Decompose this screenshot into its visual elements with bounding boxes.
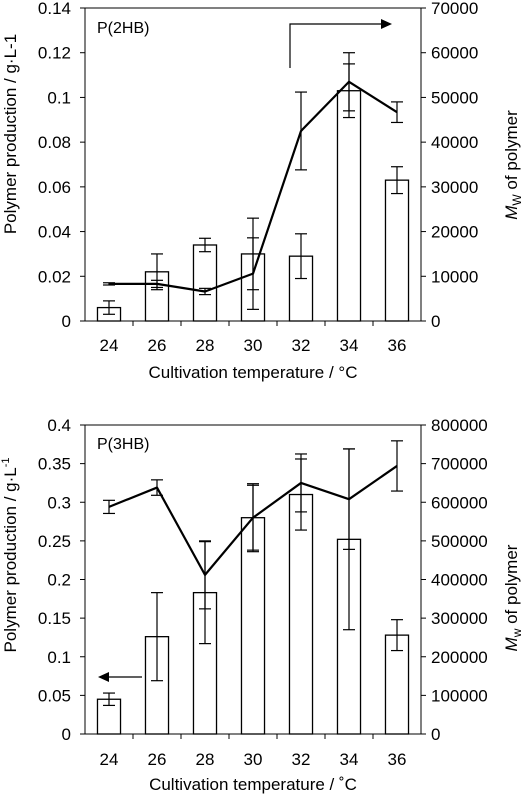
y-left-tick-label: 0.06 <box>38 178 71 197</box>
y-right-tick-label: 50000 <box>431 88 478 107</box>
x-tick-label: 24 <box>100 336 119 355</box>
y-axis-title-right-bottom: Mw of polymer <box>502 544 524 651</box>
x-tick-label: 24 <box>100 750 119 769</box>
arrow-head <box>98 672 109 682</box>
y-left-tick-label: 0 <box>62 312 71 331</box>
mw-rest-bottom: of polymer <box>502 544 521 628</box>
mw-symbol-top: M <box>502 205 521 220</box>
x-tick-label: 28 <box>196 750 215 769</box>
x-ticks-top: 24 26 28 30 32 34 36 <box>100 321 407 355</box>
bar <box>384 179 410 322</box>
y-left-tick-label: 0.4 <box>47 416 71 435</box>
y-left-tick-label: 0.04 <box>38 223 71 242</box>
chart-panel-top: P(2HB) 0 0.02 0.04 0.06 0.08 0.1 0.12 0.14 0 100… <box>1 0 524 382</box>
y-right-tick-label: 40000 <box>431 133 478 152</box>
mw-rest-top: of polymer <box>502 110 521 194</box>
x-tick-label: 30 <box>244 750 263 769</box>
y-left-tick-label: 0.1 <box>47 88 71 107</box>
x-axis-title-bottom: Cultivation temperature / ˚C <box>149 775 357 794</box>
y-left-tick-label: 0 <box>62 725 71 744</box>
x-tick-label: 36 <box>388 750 407 769</box>
x-tick-label: 36 <box>388 336 407 355</box>
y-axis-title-left-bottom: Polymer production / g·L-1 <box>0 458 20 653</box>
y-ticks-right-bottom: 0 100000 200000 300000 400000 500000 600000 700… <box>421 416 488 744</box>
y-right-tick-label: 600000 <box>431 493 488 512</box>
y-left-tick-label: 0.15 <box>38 609 71 628</box>
arrow-shaft <box>289 23 382 68</box>
panel-label-bottom: P(3HB) <box>97 436 149 453</box>
y-right-tick-label: 60000 <box>431 44 478 63</box>
y-left-tick-label: 0.12 <box>38 44 71 63</box>
direction-arrow-top <box>289 19 392 68</box>
panel-label-top: P(2HB) <box>97 20 149 37</box>
chart-panel-bottom: P(3HB) 0 0.05 0.1 0.15 0.2 0.25 0.3 0.35 0.4 0 10… <box>0 416 524 794</box>
y-left-tick-label: 0.14 <box>38 0 71 18</box>
x-tick-label: 28 <box>196 336 215 355</box>
line-top <box>103 52 403 310</box>
x-tick-label: 32 <box>292 336 311 355</box>
y-ticks-left-top: 0 0.02 0.04 0.06 0.08 0.1 0.12 0.14 <box>38 0 85 331</box>
x-tick-label: 30 <box>244 336 263 355</box>
x-tick-label: 26 <box>148 336 167 355</box>
y-left-tick-label: 0.1 <box>47 648 71 667</box>
y-axis-title-right-top: MW of polymer <box>502 110 524 220</box>
y-right-tick-label: 0 <box>431 725 440 744</box>
y-left-tick-label: 0.25 <box>38 532 71 551</box>
bar <box>192 244 218 322</box>
y-left-tick-label: 0.08 <box>38 133 71 152</box>
ylabel-sup-bottom: -1 <box>0 458 12 468</box>
bars-bottom <box>96 448 410 735</box>
y-right-tick-label: 300000 <box>431 609 488 628</box>
y-right-tick-label: 700000 <box>431 455 488 474</box>
arrow-head <box>381 19 392 29</box>
y-right-tick-label: 200000 <box>431 648 488 667</box>
x-tick-label: 34 <box>340 750 359 769</box>
y-ticks-right-top: 0 10000 20000 30000 40000 50000 60000 70000 <box>421 0 478 331</box>
y-right-tick-label: 0 <box>431 312 440 331</box>
x-tick-label: 34 <box>340 336 359 355</box>
y-right-tick-label: 70000 <box>431 0 478 18</box>
y-left-tick-label: 0.2 <box>47 571 71 590</box>
y-right-tick-label: 400000 <box>431 571 488 590</box>
y-left-tick-label: 0.35 <box>38 455 71 474</box>
y-left-tick-label: 0.3 <box>47 493 71 512</box>
y-right-tick-label: 30000 <box>431 178 478 197</box>
x-ticks-bottom: 24 26 28 30 32 34 36 <box>100 734 407 769</box>
bar <box>336 90 362 322</box>
mw-subscript-bottom: w <box>510 628 524 638</box>
x-tick-label: 32 <box>292 750 311 769</box>
x-axis-title-top: Cultivation temperature / °C <box>149 363 358 382</box>
x-tick-label: 26 <box>148 750 167 769</box>
y-right-tick-label: 20000 <box>431 223 478 242</box>
y-ticks-left-bottom: 0 0.05 0.1 0.15 0.2 0.25 0.3 0.35 0.4 <box>38 416 85 744</box>
y-left-tick-label: 0.05 <box>38 686 71 705</box>
y-right-tick-label: 10000 <box>431 267 478 286</box>
y-right-tick-label: 100000 <box>431 686 488 705</box>
mw-symbol-bottom: M <box>502 636 521 651</box>
y-right-tick-label: 500000 <box>431 532 488 551</box>
direction-arrow-bottom <box>98 672 142 682</box>
ylabel-main-bottom: Polymer production / g·L <box>1 467 20 652</box>
y-left-tick-label: 0.02 <box>38 267 71 286</box>
mw-subscript-top: W <box>510 194 524 206</box>
y-axis-title-left-top: Polymer production / g·L-1 <box>1 34 20 234</box>
y-right-tick-label: 800000 <box>431 416 488 435</box>
line-bottom <box>103 440 403 610</box>
